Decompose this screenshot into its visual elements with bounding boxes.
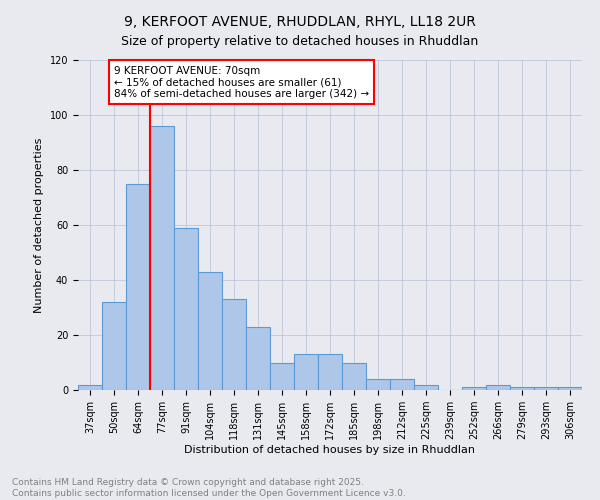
Y-axis label: Number of detached properties: Number of detached properties bbox=[34, 138, 44, 312]
Bar bbox=[414, 384, 438, 390]
Text: 9, KERFOOT AVENUE, RHUDDLAN, RHYL, LL18 2UR: 9, KERFOOT AVENUE, RHUDDLAN, RHYL, LL18 … bbox=[124, 15, 476, 29]
Bar bbox=[366, 379, 390, 390]
Bar bbox=[294, 354, 318, 390]
Bar bbox=[462, 387, 486, 390]
Text: Size of property relative to detached houses in Rhuddlan: Size of property relative to detached ho… bbox=[121, 35, 479, 48]
Bar bbox=[558, 387, 582, 390]
Bar bbox=[78, 384, 102, 390]
Bar bbox=[222, 299, 246, 390]
Bar bbox=[246, 327, 270, 390]
Bar bbox=[342, 362, 366, 390]
Bar bbox=[270, 362, 294, 390]
Text: Contains HM Land Registry data © Crown copyright and database right 2025.
Contai: Contains HM Land Registry data © Crown c… bbox=[12, 478, 406, 498]
Bar bbox=[174, 228, 198, 390]
Bar bbox=[318, 354, 342, 390]
Bar bbox=[390, 379, 414, 390]
Bar bbox=[102, 302, 126, 390]
Bar bbox=[150, 126, 174, 390]
X-axis label: Distribution of detached houses by size in Rhuddlan: Distribution of detached houses by size … bbox=[185, 445, 476, 455]
Text: 9 KERFOOT AVENUE: 70sqm
← 15% of detached houses are smaller (61)
84% of semi-de: 9 KERFOOT AVENUE: 70sqm ← 15% of detache… bbox=[114, 66, 369, 98]
Bar bbox=[510, 387, 534, 390]
Bar bbox=[198, 272, 222, 390]
Bar bbox=[126, 184, 150, 390]
Bar bbox=[486, 384, 510, 390]
Bar bbox=[534, 387, 558, 390]
